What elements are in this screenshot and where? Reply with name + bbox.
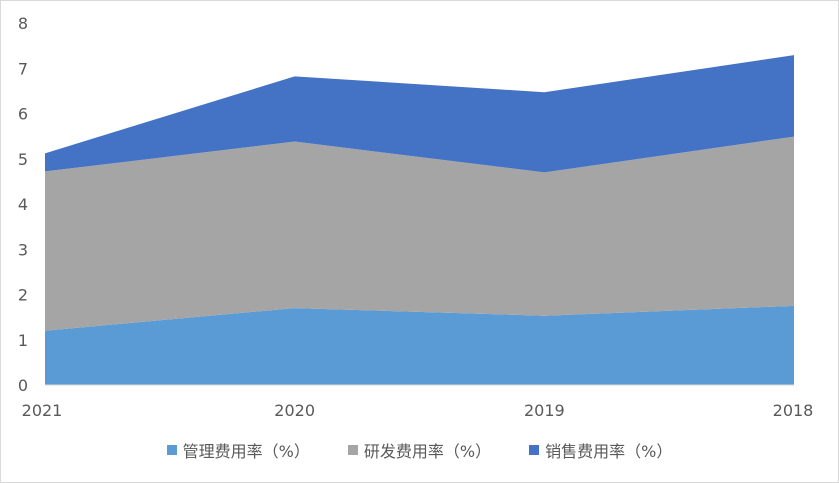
x-tick-label: 2018 <box>773 401 814 420</box>
y-tick-label: 6 <box>18 105 28 124</box>
legend: 管理费用率（%） 研发费用率（%） 销售费用率（%） <box>0 436 839 464</box>
y-tick-label: 5 <box>18 150 28 169</box>
y-tick-label: 8 <box>18 14 28 33</box>
y-tick-label: 3 <box>18 240 28 259</box>
legend-item-sales-expense: 销售费用率（%） <box>529 438 672 462</box>
legend-swatch-admin-expense <box>166 445 177 455</box>
y-tick-label: 4 <box>18 195 28 214</box>
area-series-1 <box>45 136 794 331</box>
area-series-0 <box>45 305 794 385</box>
legend-item-rnd-expense: 研发费用率（%） <box>347 438 492 462</box>
legend-label-rnd-expense: 研发费用率（%） <box>363 442 492 461</box>
legend-swatch-sales-expense <box>529 445 540 455</box>
legend-swatch-rnd-expense <box>347 445 358 455</box>
x-tick-label: 2020 <box>274 401 315 420</box>
area-series-2 <box>45 55 794 173</box>
y-tick-label: 1 <box>18 331 28 350</box>
y-tick-label: 7 <box>18 59 28 78</box>
legend-item-admin-expense: 管理费用率（%） <box>166 438 310 462</box>
y-tick-label: 0 <box>18 376 28 395</box>
x-tick-label: 2019 <box>524 401 565 420</box>
legend-label-admin-expense: 管理费用率（%） <box>182 442 310 461</box>
y-tick-label: 2 <box>18 286 28 305</box>
x-tick-label: 2021 <box>22 401 63 420</box>
legend-label-sales-expense: 销售费用率（%） <box>545 442 673 461</box>
